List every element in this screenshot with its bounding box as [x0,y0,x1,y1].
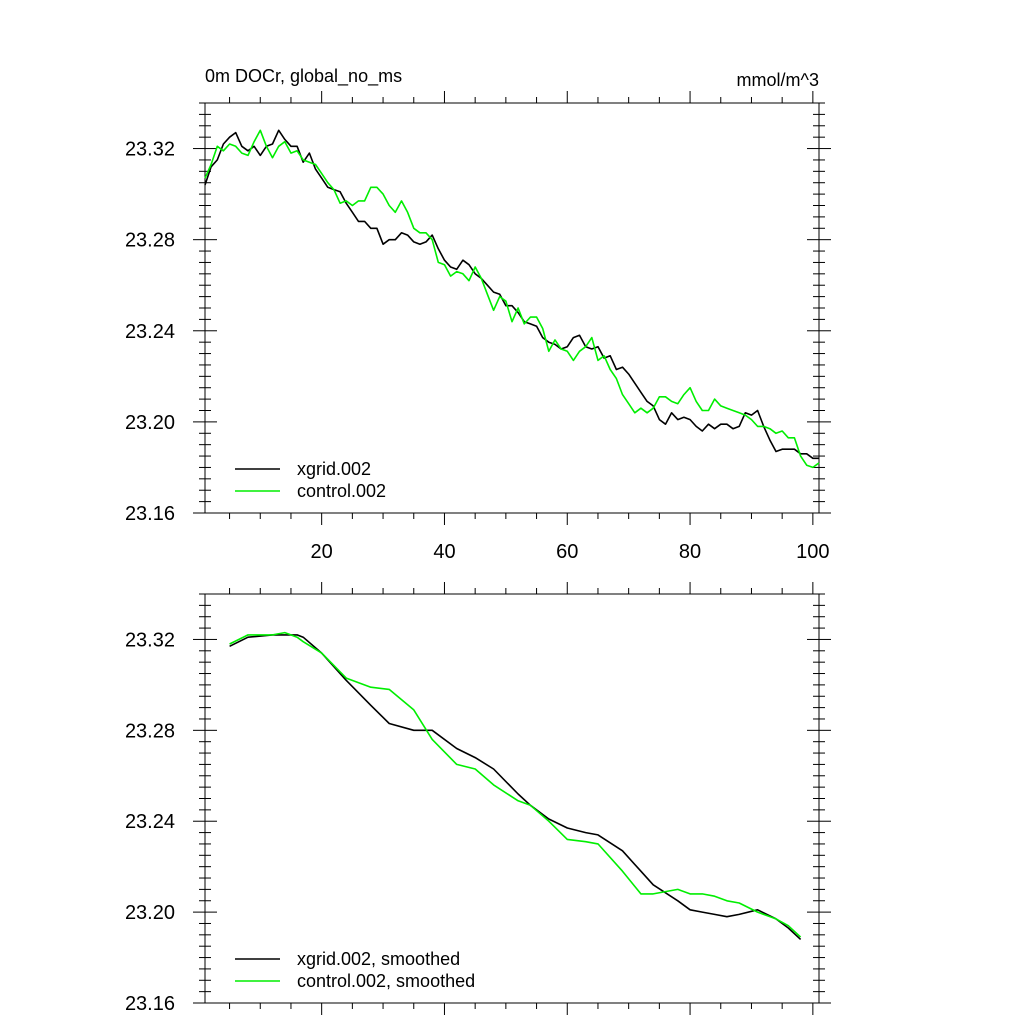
top-series-line-0 [204,129,819,460]
top-y-tick-label: 23.20 [125,412,175,434]
bottom-series-line-1 [229,631,802,938]
bottom-plot-frame [204,593,820,1004]
plot-right-title: mmol/m^3 [737,70,819,90]
top-legend-label: control.002 [297,481,386,501]
top-x-tick-label: 100 [796,541,829,563]
bottom-legend-label: xgrid.002, smoothed [297,949,460,969]
top-y-tick-label: 23.16 [125,503,175,525]
top-x-tick-label: 60 [556,541,578,563]
bottom-y-tick-label: 23.16 [125,993,175,1015]
top-plot-frame [204,102,820,514]
top-y-tick-label: 23.24 [125,321,175,343]
top-y-tick-label: 23.28 [125,230,175,252]
bottom-y-tick-label: 23.24 [125,811,175,833]
top-x-tick-label: 20 [311,541,333,563]
top-legend-label: xgrid.002 [297,459,371,479]
top-x-tick-label: 80 [679,541,701,563]
top-y-tick-label: 23.32 [125,139,175,161]
bottom-y-tick-label: 23.28 [125,720,175,742]
top-x-tick-label: 40 [433,541,455,563]
bottom-y-tick-label: 23.32 [125,629,175,651]
bottom-y-tick-label: 23.20 [125,902,175,924]
top-series-line-1 [204,129,820,469]
bottom-panel: 23.16 23.20 23.24 23.28 23.32 xgrid.002, smoo… [125,582,831,1015]
bottom-series-line-0 [229,634,802,940]
bottom-legend-label: control.002, smoothed [297,971,475,991]
plot-left-title: 0m DOCr, global_no_ms [205,66,402,87]
top-panel: 20 40 60 80 100 23.16 23.20 23.24 23.28 23.32 xgri… [125,91,831,563]
